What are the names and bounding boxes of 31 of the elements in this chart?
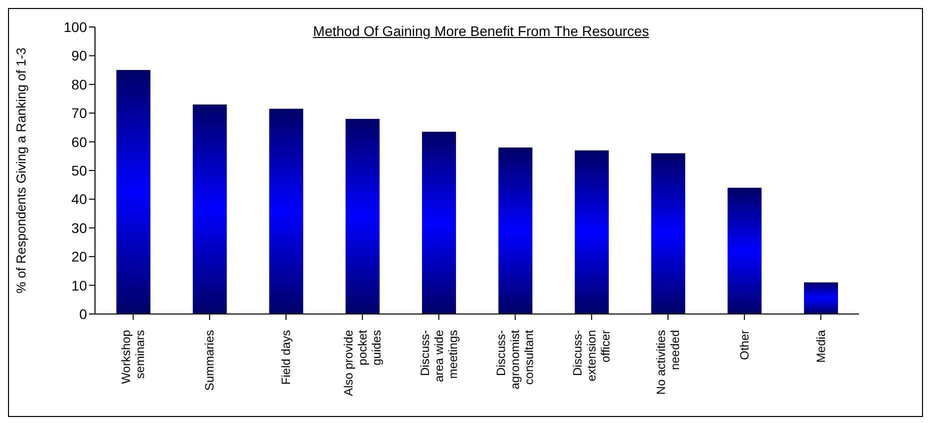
bar: [116, 70, 150, 314]
bar: [804, 282, 838, 314]
x-tick-label: Discuss- extension officer: [570, 330, 613, 382]
chart-title: Method Of Gaining More Benefit From The Resources: [312, 23, 650, 39]
x-tick-label: Summaries: [202, 330, 217, 391]
x-tick-label: Field days: [279, 330, 293, 385]
bar: [651, 153, 686, 314]
y-tick-label: 40: [71, 191, 88, 208]
x-tick-label: Workshop seminars: [119, 330, 148, 384]
y-tick-label: 80: [71, 76, 88, 92]
y-tick-label: 50: [71, 162, 88, 178]
bar: [346, 118, 380, 314]
y-tick-label: 30: [71, 220, 88, 236]
x-tick-label: Also provide pocket guides: [341, 329, 384, 396]
bar: [192, 104, 227, 314]
bar: [574, 150, 609, 314]
y-tick-label: 20: [71, 248, 88, 265]
bar: [728, 188, 762, 314]
y-tick-label: 0: [79, 306, 88, 322]
x-tick-label: Media: [814, 330, 828, 363]
y-tick-label: 100: [64, 18, 88, 35]
bar: [498, 148, 532, 314]
y-tick-label: 10: [71, 277, 88, 294]
bar: [269, 108, 304, 314]
y-tick-label: 70: [71, 105, 88, 122]
y-axis-title: % of Respondents Giving a Ranking of 1-3: [14, 48, 29, 294]
bar: [422, 132, 456, 314]
x-tick-label: No activities needed: [654, 330, 682, 395]
y-tick-label: 90: [71, 48, 88, 64]
x-tick-label: Other: [737, 330, 752, 360]
y-tick-label: 60: [71, 134, 88, 150]
